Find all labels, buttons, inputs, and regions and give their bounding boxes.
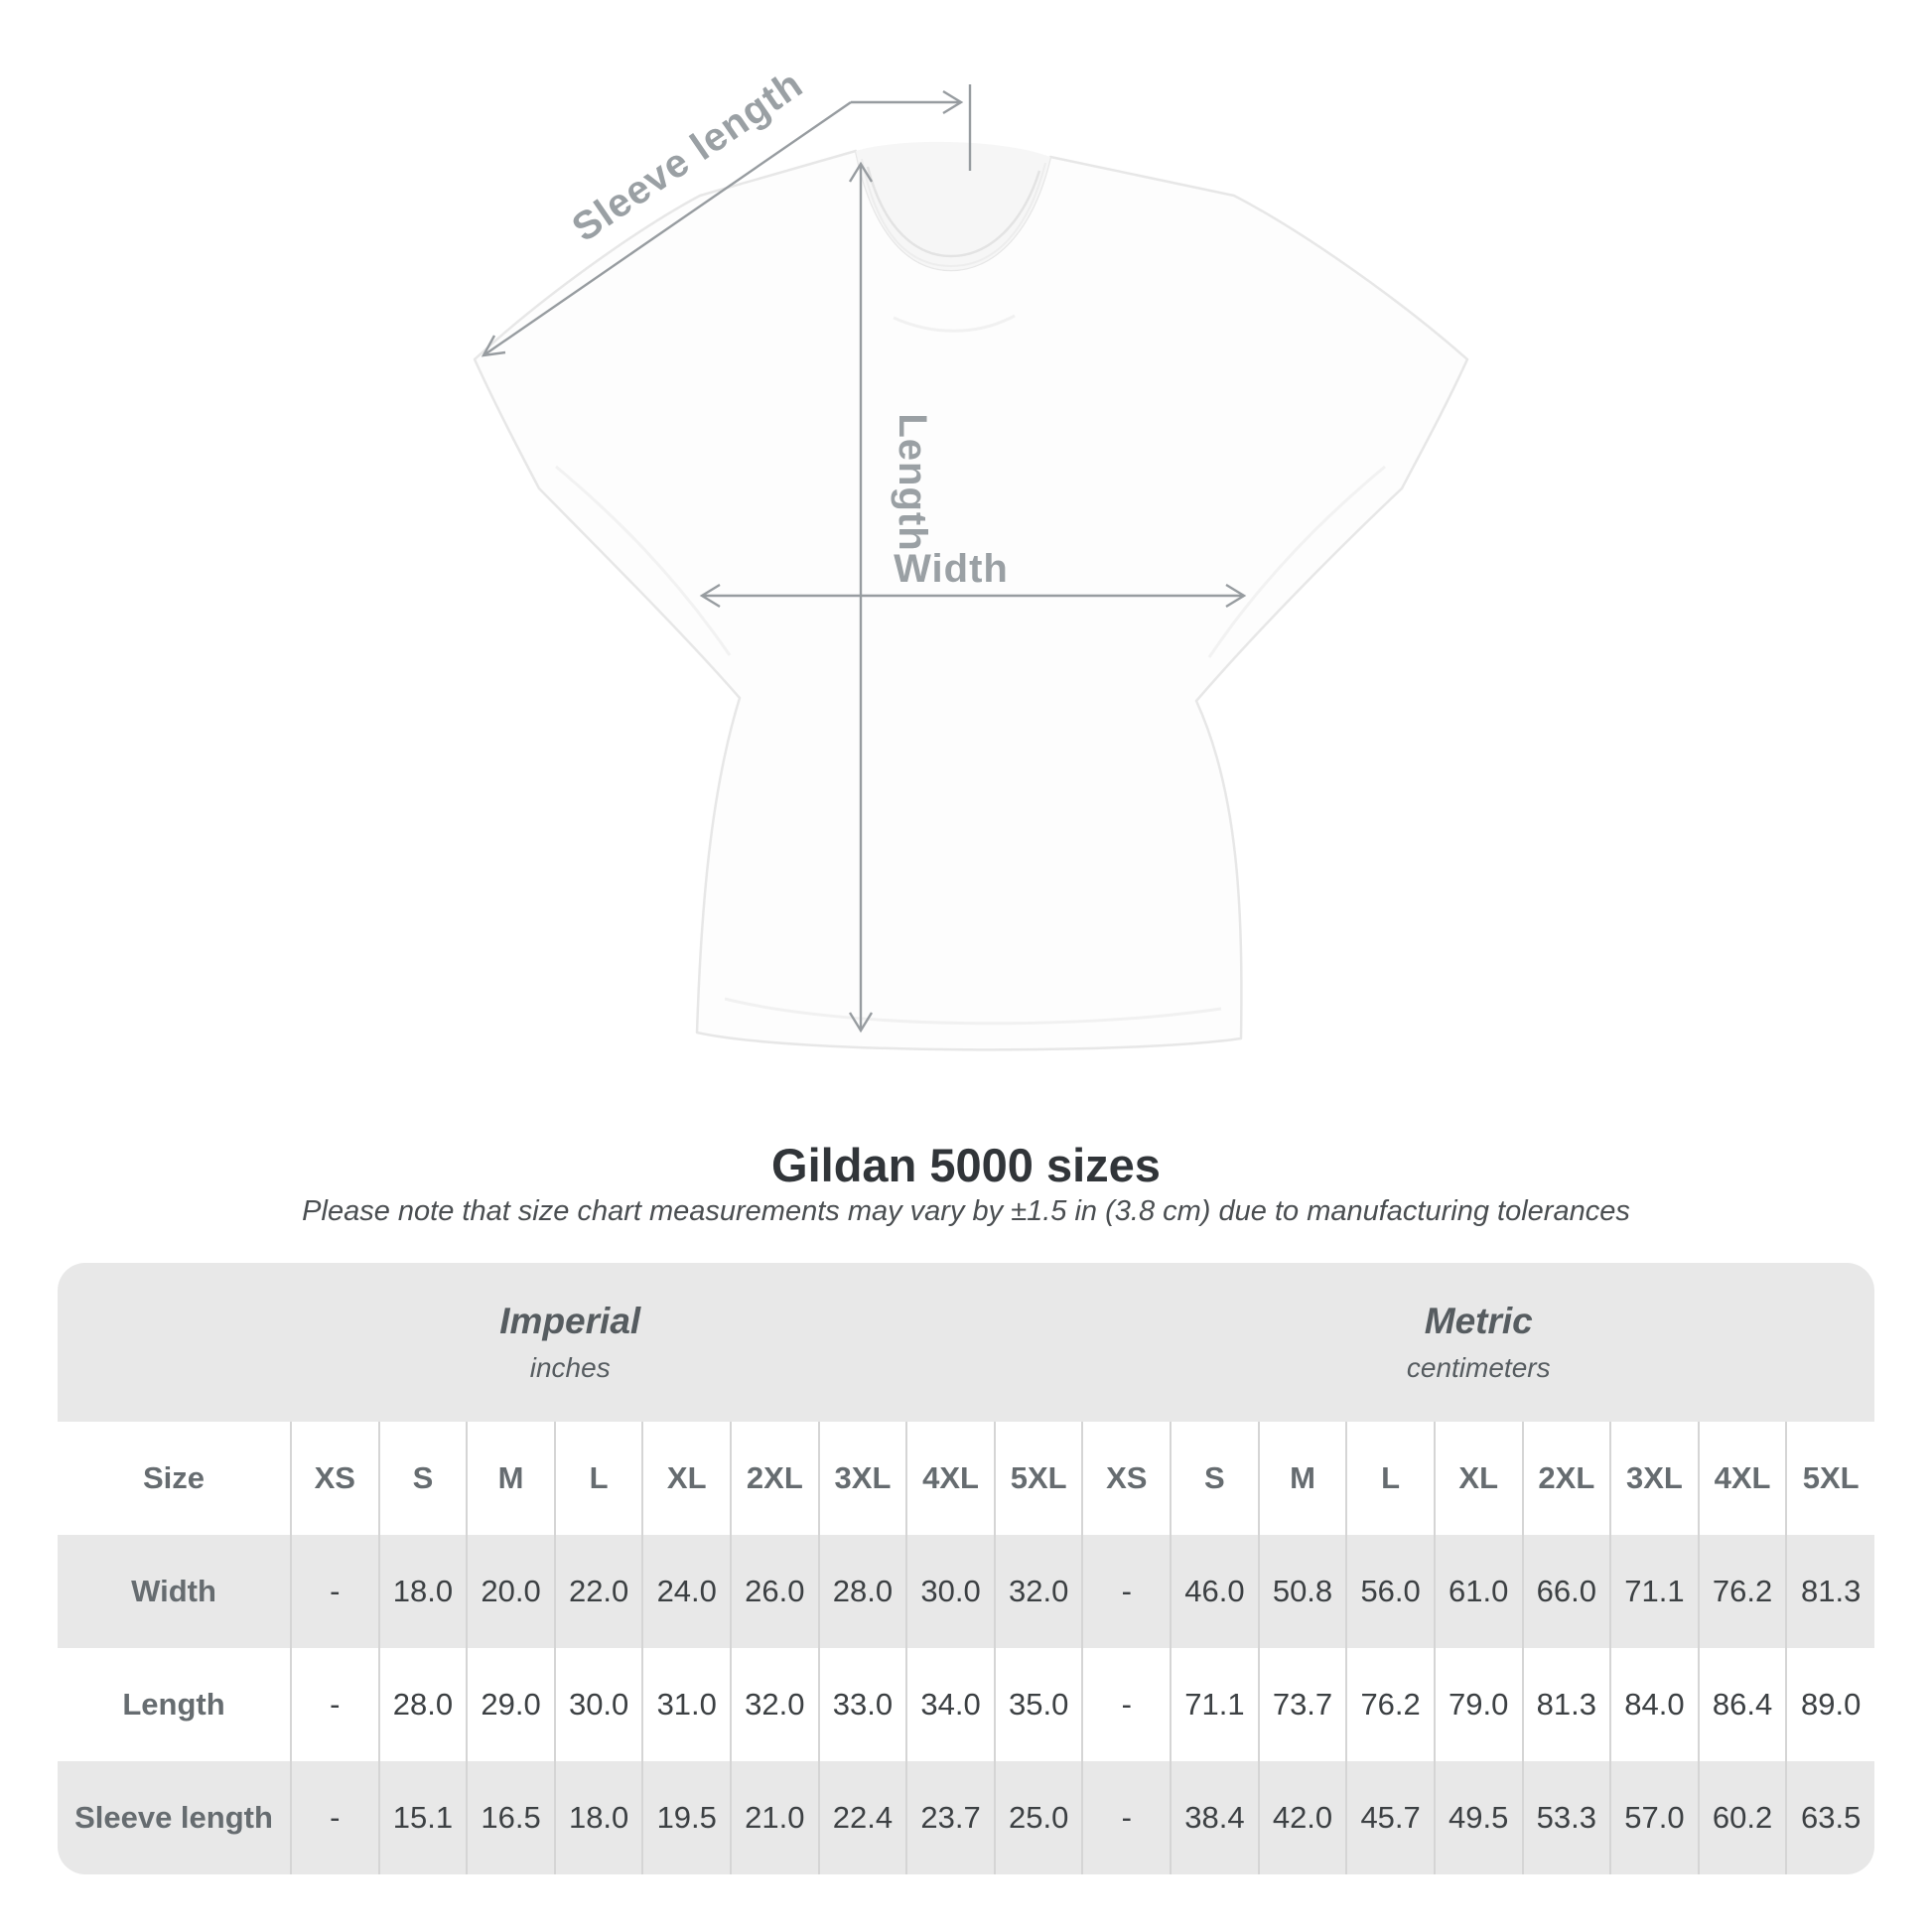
value-cell: 81.3: [1785, 1535, 1874, 1648]
value-cell: 89.0: [1785, 1648, 1874, 1761]
value-cell: 86.4: [1697, 1648, 1787, 1761]
value-cell: 23.7: [905, 1761, 995, 1874]
sizes-header-row: Size XS S M L XL 2XL 3XL 4XL 5XL XS S M …: [58, 1422, 1874, 1535]
value-cell: 28.0: [377, 1648, 468, 1761]
value-cell: 76.2: [1697, 1535, 1787, 1648]
value-cell: 28.0: [817, 1535, 907, 1648]
size-column-header: Size: [142, 1460, 206, 1495]
value-cell: 45.7: [1345, 1761, 1435, 1874]
value-cell: 81.3: [1521, 1648, 1611, 1761]
size-header: M: [1257, 1422, 1347, 1535]
metric-title: Metric: [1424, 1300, 1533, 1341]
size-header: XS: [290, 1422, 379, 1535]
value-cell: 31.0: [641, 1648, 732, 1761]
size-header: L: [553, 1422, 643, 1535]
value-cell: 84.0: [1609, 1648, 1699, 1761]
units-header-row: Imperial inches Metric centimeters: [58, 1263, 1874, 1422]
value-cell: 35.0: [993, 1648, 1083, 1761]
width-label: Width: [894, 547, 1009, 591]
size-header: 5XL: [1785, 1422, 1874, 1535]
value-cell: 42.0: [1257, 1761, 1347, 1874]
value-cell: 61.0: [1433, 1535, 1523, 1648]
value-cell: 32.0: [993, 1535, 1083, 1648]
value-cell: -: [1081, 1535, 1172, 1648]
value-cell: 56.0: [1345, 1535, 1435, 1648]
value-cell: 34.0: [905, 1648, 995, 1761]
length-row: Length - 28.0 29.0 30.0 31.0 32.0 33.0 3…: [58, 1648, 1874, 1761]
size-header: 4XL: [905, 1422, 995, 1535]
value-cell: 60.2: [1697, 1761, 1787, 1874]
metric-header: Metric centimeters: [1082, 1263, 1874, 1422]
value-cell: 76.2: [1345, 1648, 1435, 1761]
size-header: 5XL: [993, 1422, 1083, 1535]
page-title: Gildan 5000 sizes: [771, 1139, 1161, 1191]
value-cell: 32.0: [730, 1648, 819, 1761]
value-cell: 71.1: [1170, 1648, 1259, 1761]
value-cell: -: [1081, 1648, 1172, 1761]
size-header: 4XL: [1697, 1422, 1787, 1535]
imperial-title: Imperial: [499, 1300, 641, 1341]
metric-subtitle: centimeters: [1406, 1352, 1551, 1384]
size-header: 3XL: [1609, 1422, 1699, 1535]
value-cell: 38.4: [1170, 1761, 1259, 1874]
tshirt-diagram: Sleeve length Length Width: [473, 62, 1469, 1051]
value-cell: 26.0: [730, 1535, 819, 1648]
value-cell: 73.7: [1257, 1648, 1347, 1761]
value-cell: 24.0: [641, 1535, 732, 1648]
size-header: S: [1170, 1422, 1259, 1535]
value-cell: 71.1: [1609, 1535, 1699, 1648]
value-cell: 49.5: [1433, 1761, 1523, 1874]
size-header: XS: [1081, 1422, 1172, 1535]
tolerance-note: Please note that size chart measurements…: [302, 1195, 1630, 1227]
value-cell: 22.4: [817, 1761, 907, 1874]
value-cell: 18.0: [553, 1761, 643, 1874]
value-cell: -: [1081, 1761, 1172, 1874]
value-cell: 30.0: [553, 1648, 643, 1761]
value-cell: 22.0: [553, 1535, 643, 1648]
value-cell: 15.1: [377, 1761, 468, 1874]
width-arrow: [699, 583, 1247, 609]
value-cell: 29.0: [466, 1648, 555, 1761]
size-header: 2XL: [730, 1422, 819, 1535]
value-cell: 18.0: [377, 1535, 468, 1648]
value-cell: 30.0: [905, 1535, 995, 1648]
value-cell: 16.5: [466, 1761, 555, 1874]
width-row: Width - 18.0 20.0 22.0 24.0 26.0 28.0 30…: [58, 1535, 1874, 1648]
value-cell: 20.0: [466, 1535, 555, 1648]
value-cell: 66.0: [1521, 1535, 1611, 1648]
value-cell: 63.5: [1785, 1761, 1874, 1874]
sleeve-length-row: Sleeve length - 15.1 16.5 18.0 19.5 21.0…: [58, 1761, 1874, 1874]
value-cell: 21.0: [730, 1761, 819, 1874]
size-header: XL: [641, 1422, 732, 1535]
value-cell: -: [290, 1761, 379, 1874]
size-header: 3XL: [817, 1422, 907, 1535]
value-cell: 25.0: [993, 1761, 1083, 1874]
imperial-header: Imperial inches: [58, 1263, 1083, 1422]
value-cell: 79.0: [1433, 1648, 1523, 1761]
value-cell: -: [290, 1648, 379, 1761]
size-chart-table: Imperial inches Metric centimeters Size …: [58, 1263, 1874, 1874]
size-header: M: [466, 1422, 555, 1535]
length-label: Length: [891, 413, 934, 551]
tshirt-silhouette: [473, 141, 1469, 1051]
value-cell: 53.3: [1521, 1761, 1611, 1874]
value-cell: 19.5: [641, 1761, 732, 1874]
imperial-subtitle: inches: [529, 1352, 611, 1384]
size-header: S: [377, 1422, 468, 1535]
row-label: Width: [131, 1574, 216, 1608]
size-header: XL: [1433, 1422, 1523, 1535]
value-cell: 57.0: [1609, 1761, 1699, 1874]
value-cell: -: [290, 1535, 379, 1648]
size-header: L: [1345, 1422, 1435, 1535]
sleeve-length-arrow: [481, 84, 972, 357]
size-header: 2XL: [1521, 1422, 1611, 1535]
length-arrow: [848, 161, 874, 1034]
value-cell: 50.8: [1257, 1535, 1347, 1648]
row-label: Sleeve length: [74, 1800, 273, 1835]
value-cell: 33.0: [817, 1648, 907, 1761]
value-cell: 46.0: [1170, 1535, 1259, 1648]
row-label: Length: [122, 1687, 225, 1722]
